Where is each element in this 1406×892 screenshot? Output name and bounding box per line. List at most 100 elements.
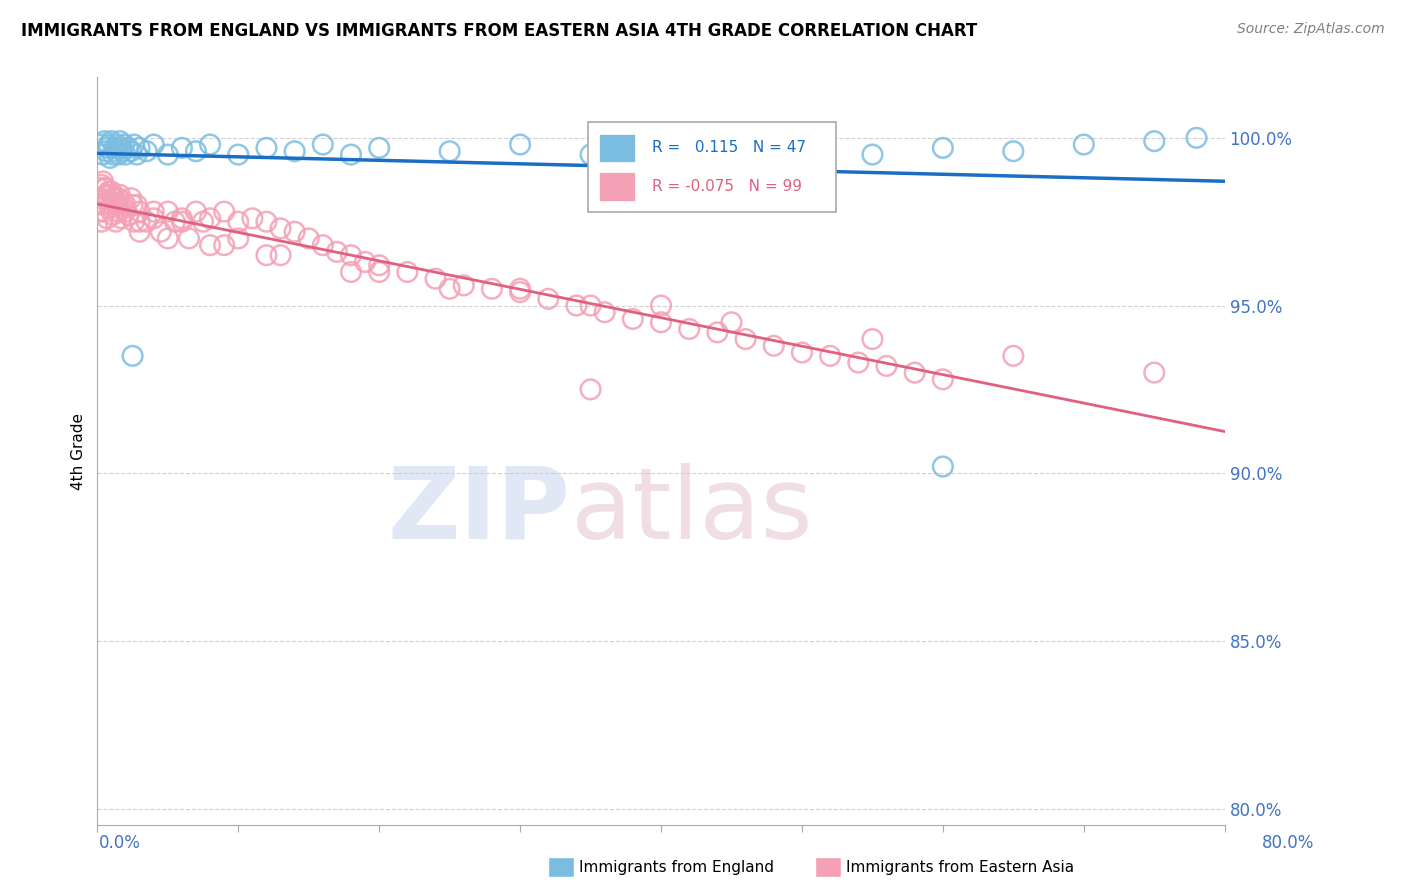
Point <box>212 204 235 219</box>
Point <box>107 147 129 161</box>
Point <box>111 145 134 159</box>
Point <box>1143 134 1166 148</box>
Point <box>120 191 142 205</box>
Point <box>904 366 927 380</box>
Point <box>142 211 165 226</box>
Point <box>98 201 121 215</box>
Text: R = -0.075   N = 99: R = -0.075 N = 99 <box>652 179 801 194</box>
Point <box>94 145 117 159</box>
Point <box>114 198 136 212</box>
Point <box>312 137 335 152</box>
Point <box>100 185 122 199</box>
Point <box>128 141 150 155</box>
Point <box>509 137 531 152</box>
Point <box>579 383 602 397</box>
Point <box>105 198 128 212</box>
Text: R =   0.115   N = 47: R = 0.115 N = 47 <box>652 140 806 155</box>
Point <box>678 322 700 336</box>
Point <box>270 221 292 235</box>
Point <box>110 211 132 226</box>
Point <box>932 459 955 474</box>
Point <box>284 145 307 159</box>
Point <box>170 211 193 226</box>
Point <box>107 198 129 212</box>
Point <box>142 137 165 152</box>
Point <box>720 145 742 159</box>
Text: Immigrants from England: Immigrants from England <box>579 860 775 874</box>
Point <box>212 238 235 252</box>
Point <box>117 141 139 155</box>
Point <box>89 191 111 205</box>
Point <box>156 147 179 161</box>
Point <box>226 147 249 161</box>
Point <box>439 145 461 159</box>
Point <box>368 265 391 279</box>
Point <box>135 215 157 229</box>
Point <box>509 282 531 296</box>
Point <box>184 204 207 219</box>
Point <box>198 137 221 152</box>
Point <box>110 141 132 155</box>
Point <box>734 332 756 346</box>
Point <box>112 201 135 215</box>
Point <box>107 204 129 219</box>
Point <box>128 215 150 229</box>
Point <box>97 137 120 152</box>
Point <box>198 238 221 252</box>
Point <box>114 204 136 219</box>
Point <box>125 147 148 161</box>
Point <box>453 278 475 293</box>
Point <box>1185 131 1208 145</box>
Point <box>104 215 127 229</box>
FancyBboxPatch shape <box>588 122 835 212</box>
Point <box>650 299 672 313</box>
Text: 0.0%: 0.0% <box>98 834 141 852</box>
Point <box>156 231 179 245</box>
Point <box>1073 137 1095 152</box>
Point <box>89 204 111 219</box>
Point <box>846 355 869 369</box>
Point <box>425 271 447 285</box>
Point <box>340 265 363 279</box>
Text: atlas: atlas <box>571 463 813 560</box>
Point <box>142 204 165 219</box>
Point <box>1143 366 1166 380</box>
Point <box>762 339 785 353</box>
Point <box>396 265 419 279</box>
Point <box>1002 145 1025 159</box>
Point <box>101 208 124 222</box>
Point <box>96 211 118 226</box>
Point <box>91 198 114 212</box>
Point <box>93 134 115 148</box>
Point <box>876 359 898 373</box>
Point <box>117 208 139 222</box>
Point <box>122 137 145 152</box>
Point <box>932 141 955 155</box>
Point <box>156 204 179 219</box>
Point <box>112 137 135 152</box>
Point <box>354 255 377 269</box>
Point <box>565 299 588 313</box>
Point <box>98 151 121 165</box>
Point <box>108 187 131 202</box>
Point <box>87 181 110 195</box>
Point <box>94 187 117 202</box>
Point <box>312 238 335 252</box>
Point <box>270 248 292 262</box>
Point <box>100 134 122 148</box>
Point <box>149 225 172 239</box>
Point <box>298 231 321 245</box>
Point <box>128 204 150 219</box>
Point <box>650 315 672 329</box>
Text: IMMIGRANTS FROM ENGLAND VS IMMIGRANTS FROM EASTERN ASIA 4TH GRADE CORRELATION CH: IMMIGRANTS FROM ENGLAND VS IMMIGRANTS FR… <box>21 22 977 40</box>
Point <box>90 215 112 229</box>
Bar <box>599 134 636 162</box>
Point <box>198 211 221 226</box>
Text: 80.0%: 80.0% <box>1263 834 1315 852</box>
Point <box>340 147 363 161</box>
Point <box>509 285 531 299</box>
Y-axis label: 4th Grade: 4th Grade <box>72 413 86 490</box>
Point <box>184 145 207 159</box>
Point <box>818 349 841 363</box>
Point <box>128 225 150 239</box>
